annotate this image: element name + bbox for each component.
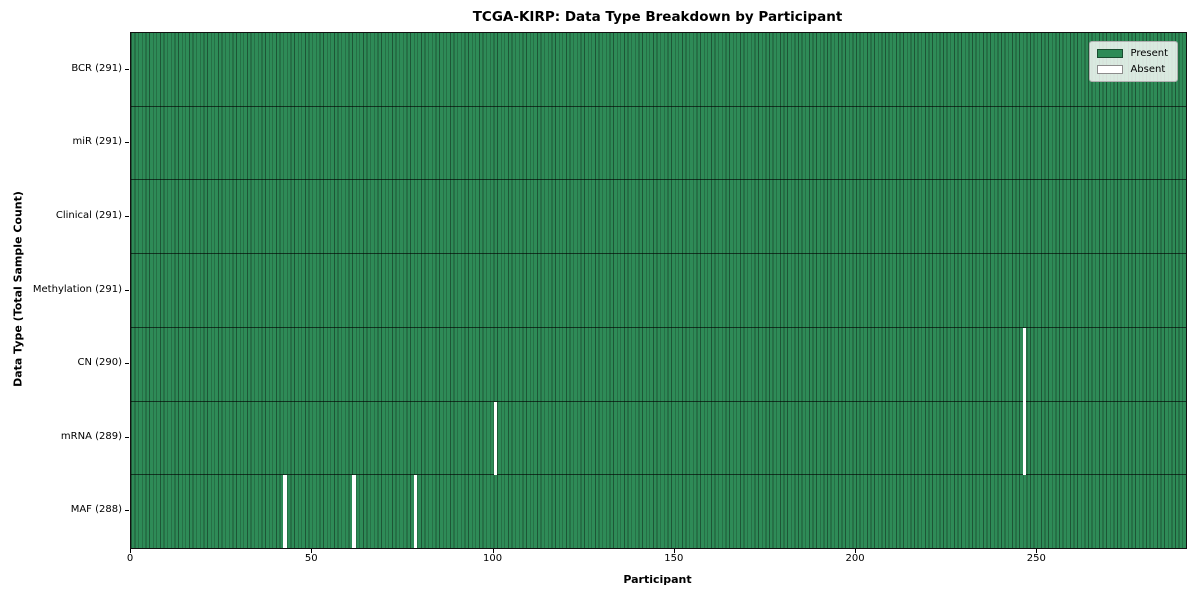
y-tick-mark: [125, 215, 129, 217]
legend-swatch-icon: [1097, 49, 1124, 58]
y-tick-mark: [125, 510, 129, 512]
legend-item-present: Present: [1097, 48, 1168, 59]
heatmap-rows: [131, 33, 1186, 549]
legend-label: Present: [1130, 48, 1168, 59]
x-tick-label: 100: [482, 553, 503, 564]
heatmap-row-mrna: [131, 401, 1186, 476]
y-tick-label: BCR (291): [71, 62, 122, 74]
x-tick-label: 200: [845, 553, 865, 564]
legend-item-absent: Absent: [1097, 64, 1168, 75]
x-tick-label: 0: [126, 553, 134, 564]
y-tick-mark: [125, 289, 129, 291]
x-tick-label: 150: [664, 553, 684, 564]
heatmap-row-clinical: [131, 180, 1186, 255]
plot-area: Present Absent: [130, 32, 1187, 549]
y-tick-label: miR (291): [72, 136, 122, 148]
x-tick-mark: [492, 549, 494, 553]
heatmap-row-cn: [131, 327, 1186, 402]
chart-title: TCGA-KIRP: Data Type Breakdown by Partic…: [472, 9, 843, 25]
y-tick-mark: [125, 142, 129, 144]
y-tick-mark: [125, 68, 129, 70]
absent-cell: [283, 475, 287, 549]
heatmap-row-mir: [131, 106, 1186, 181]
legend-label: Absent: [1130, 64, 1166, 75]
y-tick-label: MAF (288): [70, 504, 122, 516]
y-tick-label: Clinical (291): [55, 209, 122, 221]
absent-cell: [493, 401, 498, 476]
y-tick-label: Methylation (291): [32, 283, 122, 295]
x-tick-label: 50: [304, 553, 318, 564]
x-tick-mark: [311, 549, 313, 553]
x-tick-mark: [673, 549, 675, 553]
y-tick-mark: [125, 436, 129, 438]
absent-cell: [1022, 401, 1027, 476]
absent-cell: [413, 475, 418, 549]
x-tick-mark: [855, 549, 857, 553]
heatmap-row-bcr: [131, 33, 1186, 107]
y-tick-mark: [125, 363, 129, 365]
absent-cell: [1022, 327, 1027, 402]
heatmap-row-methylation: [131, 254, 1186, 328]
x-tick-mark: [1036, 549, 1038, 553]
heatmap-row-maf: [131, 475, 1186, 549]
x-axis-label: Participant: [623, 573, 692, 586]
absent-cell: [352, 475, 356, 549]
y-tick-label: CN (290): [77, 357, 122, 369]
x-tick-label: 250: [1026, 553, 1046, 564]
legend-swatch-icon: [1097, 65, 1124, 74]
legend: Present Absent: [1089, 41, 1178, 82]
y-tick-label: mRNA (289): [60, 430, 122, 442]
x-tick-mark: [130, 549, 131, 553]
